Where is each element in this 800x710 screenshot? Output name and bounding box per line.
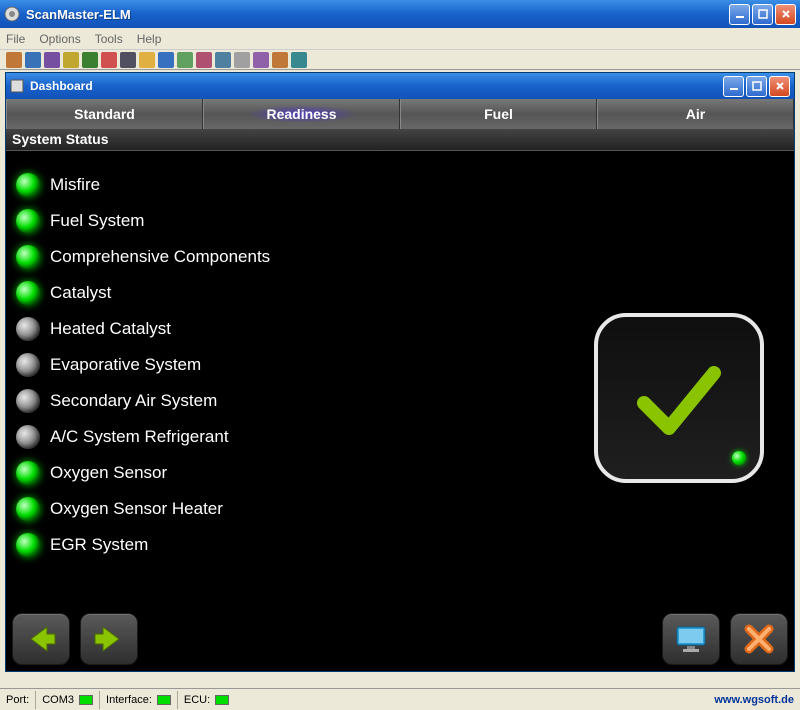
- menubar: File Options Tools Help: [0, 28, 800, 50]
- dashboard-title: Dashboard: [30, 79, 723, 93]
- status-led-icon: [16, 533, 40, 557]
- close-button[interactable]: [775, 4, 796, 25]
- toolbar-icon-9[interactable]: [177, 52, 193, 68]
- statusbar: Port: COM3 Interface: ECU: www.wgsoft.de: [0, 688, 800, 710]
- arrow-left-icon: [21, 619, 61, 659]
- section-header: System Status: [6, 129, 794, 151]
- minimize-button[interactable]: [729, 4, 750, 25]
- status-row: EGR System: [16, 527, 784, 563]
- status-led-icon: [16, 245, 40, 269]
- status-led-icon: [16, 461, 40, 485]
- dashboard-maximize-button[interactable]: [746, 76, 767, 97]
- checkmark-icon: [629, 348, 729, 448]
- status-label: EGR System: [50, 535, 148, 555]
- tabbar: Standard Readiness Fuel Air: [6, 99, 794, 129]
- toolbar: [0, 50, 800, 70]
- status-label: Catalyst: [50, 283, 111, 303]
- status-led-icon: [16, 317, 40, 341]
- status-row: Oxygen Sensor Heater: [16, 491, 784, 527]
- ecu-label: ECU:: [184, 694, 210, 706]
- status-label: Evaporative System: [50, 355, 201, 375]
- arrow-right-icon: [89, 619, 129, 659]
- status-led-icon: [16, 497, 40, 521]
- toolbar-icon-7[interactable]: [139, 52, 155, 68]
- cancel-button[interactable]: [730, 613, 788, 665]
- dashboard-window: Dashboard Standard Readiness Fuel Air Sy…: [5, 72, 795, 672]
- maximize-button[interactable]: [752, 4, 773, 25]
- status-label: Heated Catalyst: [50, 319, 171, 339]
- status-row: Comprehensive Components: [16, 239, 784, 275]
- status-led-icon: [16, 353, 40, 377]
- status-led-icon: [16, 173, 40, 197]
- status-led-icon: [16, 389, 40, 413]
- toolbar-icon-8[interactable]: [158, 52, 174, 68]
- prev-button[interactable]: [12, 613, 70, 665]
- status-label: Comprehensive Components: [50, 247, 270, 267]
- tab-readiness[interactable]: Readiness: [203, 99, 400, 129]
- status-row: Fuel System: [16, 203, 784, 239]
- interface-led-icon: [157, 695, 171, 705]
- status-row: Catalyst: [16, 275, 784, 311]
- menu-help[interactable]: Help: [137, 32, 162, 46]
- ecu-led-icon: [215, 695, 229, 705]
- status-label: Oxygen Sensor: [50, 463, 167, 483]
- toolbar-icon-2[interactable]: [44, 52, 60, 68]
- toolbar-icon-5[interactable]: [101, 52, 117, 68]
- toolbar-icon-15[interactable]: [291, 52, 307, 68]
- interface-label: Interface:: [106, 694, 152, 706]
- next-button[interactable]: [80, 613, 138, 665]
- toolbar-icon-13[interactable]: [253, 52, 269, 68]
- toolbar-icon-10[interactable]: [196, 52, 212, 68]
- status-led-icon: [16, 209, 40, 233]
- status-dot-icon: [732, 451, 746, 465]
- status-label: Secondary Air System: [50, 391, 217, 411]
- vendor-url[interactable]: www.wgsoft.de: [714, 694, 794, 706]
- status-label: Fuel System: [50, 211, 144, 231]
- toolbar-icon-0[interactable]: [6, 52, 22, 68]
- port-value: COM3: [42, 694, 74, 706]
- close-x-icon: [739, 619, 779, 659]
- app-icon: [4, 6, 20, 22]
- toolbar-icon-6[interactable]: [120, 52, 136, 68]
- toolbar-icon-3[interactable]: [63, 52, 79, 68]
- app-titlebar: ScanMaster-ELM: [0, 0, 800, 28]
- overall-status-panel: [594, 313, 764, 483]
- tab-standard[interactable]: Standard: [6, 99, 203, 129]
- menu-options[interactable]: Options: [39, 32, 80, 46]
- menu-tools[interactable]: Tools: [95, 32, 123, 46]
- dashboard-icon: [10, 79, 24, 93]
- app-title: ScanMaster-ELM: [26, 7, 729, 22]
- status-led-icon: [16, 425, 40, 449]
- monitor-icon: [671, 619, 711, 659]
- toolbar-icon-11[interactable]: [215, 52, 231, 68]
- status-row: Misfire: [16, 167, 784, 203]
- menu-file[interactable]: File: [6, 32, 25, 46]
- display-button[interactable]: [662, 613, 720, 665]
- toolbar-icon-12[interactable]: [234, 52, 250, 68]
- status-led-icon: [16, 281, 40, 305]
- dashboard-close-button[interactable]: [769, 76, 790, 97]
- tab-fuel[interactable]: Fuel: [400, 99, 597, 129]
- status-label: Oxygen Sensor Heater: [50, 499, 223, 519]
- port-led-icon: [79, 695, 93, 705]
- toolbar-icon-4[interactable]: [82, 52, 98, 68]
- status-label: Misfire: [50, 175, 100, 195]
- dashboard-titlebar: Dashboard: [6, 73, 794, 99]
- port-label: Port:: [6, 694, 29, 706]
- status-label: A/C System Refrigerant: [50, 427, 229, 447]
- tab-air[interactable]: Air: [597, 99, 794, 129]
- dashboard-minimize-button[interactable]: [723, 76, 744, 97]
- toolbar-icon-14[interactable]: [272, 52, 288, 68]
- content-area: System Status Misfire Fuel System Comprehe…: [6, 129, 794, 671]
- toolbar-icon-1[interactable]: [25, 52, 41, 68]
